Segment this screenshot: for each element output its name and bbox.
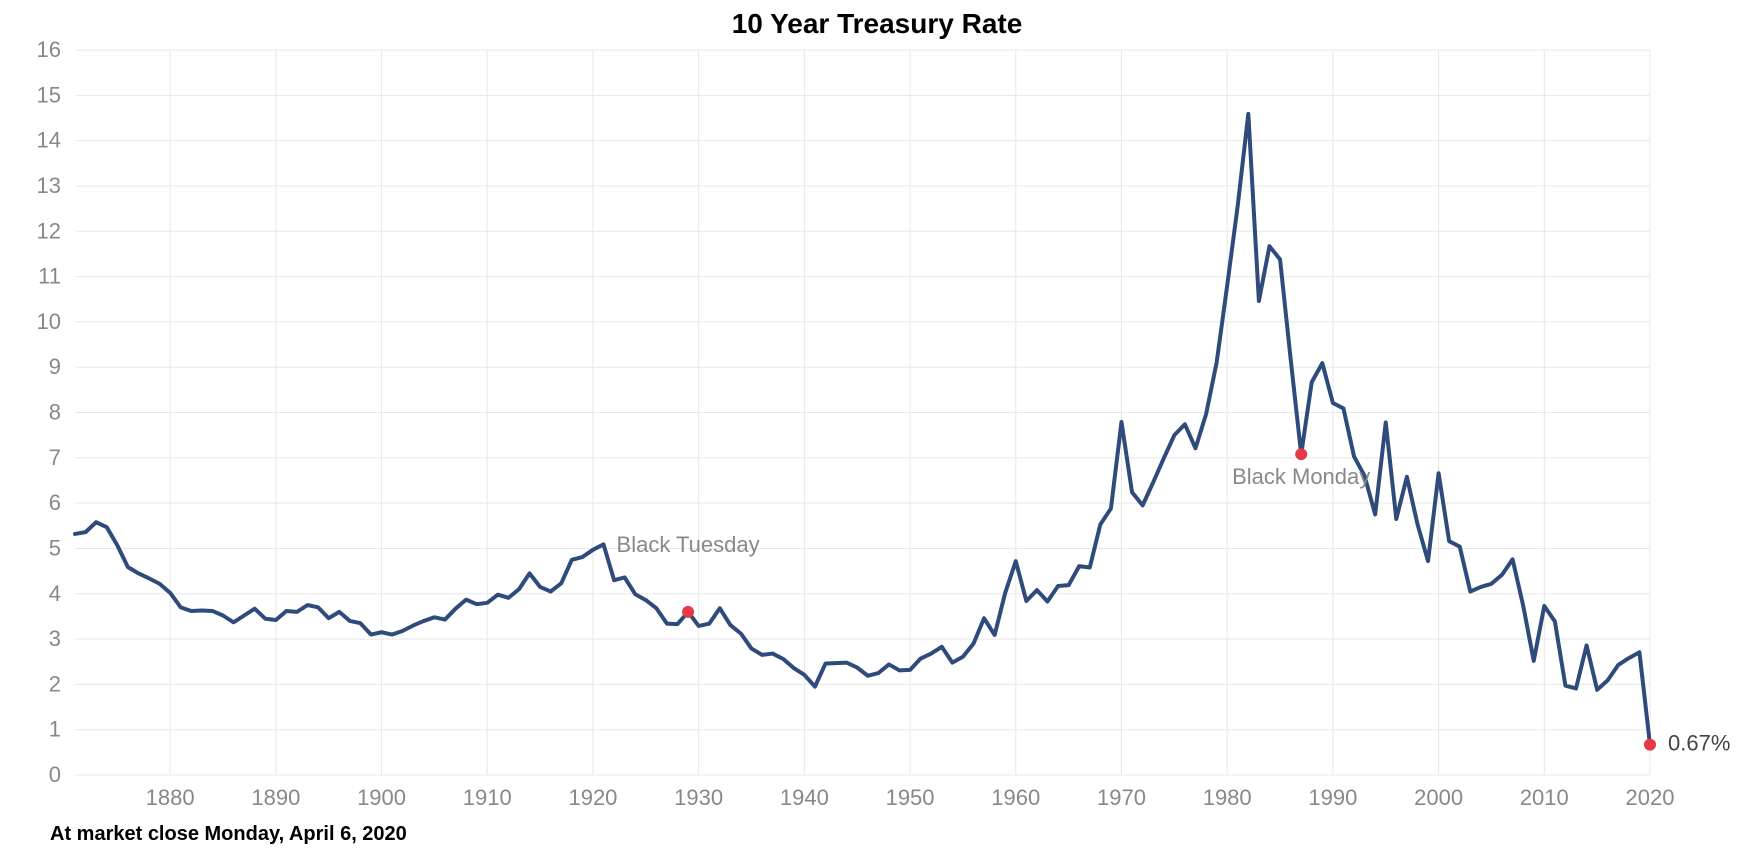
- y-tick-label: 15: [37, 82, 61, 107]
- y-tick-label: 2: [49, 671, 61, 696]
- marker-label: Black Tuesday: [617, 532, 760, 557]
- y-tick-label: 11: [38, 264, 61, 289]
- x-tick-label: 2010: [1520, 785, 1569, 810]
- line-chart: 0123456789101112131415161880189019001910…: [0, 0, 1754, 864]
- x-tick-label: 2000: [1414, 785, 1463, 810]
- marker-point: [682, 606, 694, 618]
- x-tick-label: 2020: [1626, 785, 1675, 810]
- y-tick-label: 16: [37, 37, 61, 62]
- y-tick-label: 5: [49, 535, 61, 560]
- y-tick-label: 3: [49, 626, 61, 651]
- marker-point: [1644, 739, 1656, 751]
- y-tick-label: 13: [37, 173, 61, 198]
- x-tick-label: 1940: [780, 785, 829, 810]
- x-tick-label: 1890: [251, 785, 300, 810]
- y-tick-label: 4: [49, 581, 61, 606]
- y-tick-label: 9: [49, 354, 61, 379]
- y-tick-label: 7: [49, 445, 61, 470]
- chart-title: 10 Year Treasury Rate: [0, 8, 1754, 40]
- y-tick-label: 10: [37, 309, 61, 334]
- x-tick-label: 1920: [568, 785, 617, 810]
- y-tick-label: 14: [37, 128, 61, 153]
- x-tick-label: 1990: [1308, 785, 1357, 810]
- x-tick-label: 1950: [886, 785, 935, 810]
- rate-line: [75, 114, 1650, 745]
- x-tick-label: 1900: [357, 785, 406, 810]
- x-tick-label: 1880: [146, 785, 195, 810]
- marker-label: Black Monday: [1232, 464, 1370, 489]
- marker-point: [1295, 448, 1307, 460]
- x-tick-label: 1930: [674, 785, 723, 810]
- x-tick-label: 1970: [1097, 785, 1146, 810]
- marker-label: 0.67%: [1668, 731, 1730, 756]
- chart-footer: At market close Monday, April 6, 2020: [50, 823, 407, 846]
- y-tick-label: 12: [37, 218, 61, 243]
- y-tick-label: 1: [49, 717, 61, 742]
- chart-container: 10 Year Treasury Rate 012345678910111213…: [0, 0, 1754, 864]
- y-tick-label: 6: [49, 490, 61, 515]
- x-tick-label: 1980: [1203, 785, 1252, 810]
- y-tick-label: 8: [49, 400, 61, 425]
- x-tick-label: 1960: [991, 785, 1040, 810]
- y-tick-label: 0: [49, 762, 61, 787]
- x-tick-label: 1910: [463, 785, 512, 810]
